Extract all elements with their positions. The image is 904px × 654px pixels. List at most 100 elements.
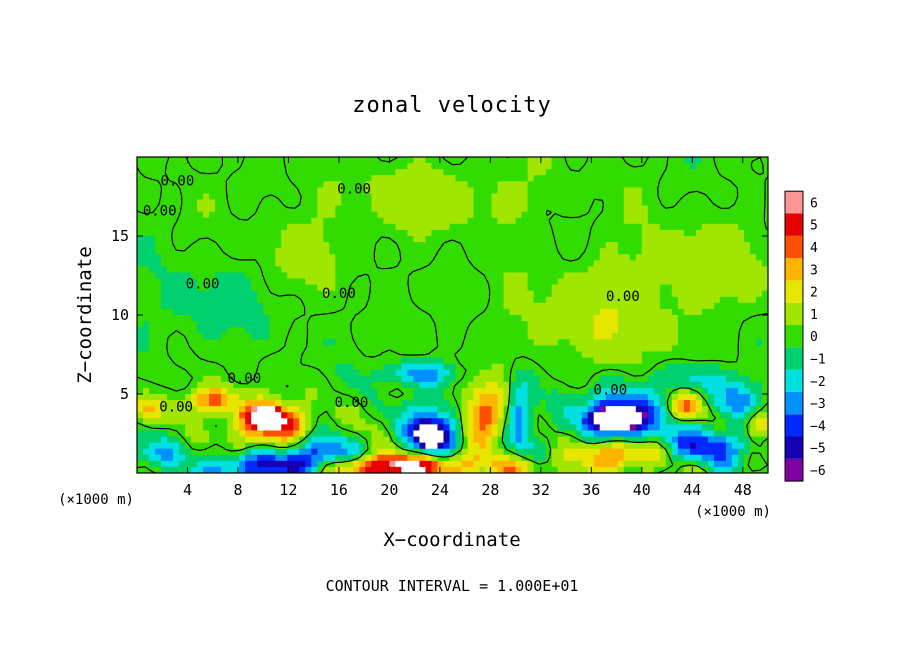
- heatmap-cell: [359, 284, 366, 292]
- heatmap-cell: [653, 248, 661, 255]
- heatmap-cell: [647, 163, 655, 170]
- heatmap-cell: [305, 321, 312, 328]
- heatmap-cell: [491, 424, 499, 432]
- heatmap-cell: [191, 266, 198, 274]
- heatmap-cell: [761, 236, 768, 243]
- heatmap-cell: [443, 436, 451, 444]
- heatmap-cell: [149, 375, 156, 383]
- heatmap-cell: [227, 272, 234, 280]
- heatmap-cell: [395, 430, 403, 438]
- heatmap-cell: [647, 357, 655, 365]
- heatmap-cell: [539, 296, 547, 304]
- heatmap-cell: [143, 278, 150, 286]
- heatmap-cell: [671, 406, 679, 413]
- heatmap-cell: [287, 333, 294, 340]
- heatmap-cell: [227, 242, 234, 249]
- heatmap-cell: [575, 351, 583, 359]
- heatmap-cell: [401, 223, 409, 231]
- heatmap-cell: [149, 321, 156, 328]
- heatmap-cell: [515, 302, 523, 310]
- heatmap-cell: [347, 308, 354, 316]
- heatmap-cell: [221, 242, 228, 249]
- heatmap-cell: [551, 339, 559, 346]
- heatmap-cell: [245, 217, 252, 225]
- heatmap-cell: [653, 163, 661, 170]
- heatmap-cell: [359, 315, 366, 322]
- heatmap-cell: [539, 254, 547, 261]
- heatmap-cell: [359, 296, 366, 304]
- heatmap-cell: [275, 296, 282, 304]
- heatmap-cell: [185, 217, 192, 225]
- heatmap-cell: [725, 278, 733, 286]
- heatmap-cell: [191, 351, 198, 359]
- heatmap-cell: [287, 345, 294, 353]
- heatmap-cell: [569, 211, 577, 219]
- heatmap-cell: [155, 406, 162, 413]
- heatmap-cell: [587, 181, 595, 188]
- heatmap-cell: [683, 175, 691, 182]
- heatmap-cell: [389, 163, 397, 170]
- heatmap-cell: [713, 211, 721, 219]
- heatmap-cell: [443, 351, 451, 359]
- heatmap-cell: [395, 406, 403, 413]
- heatmap-cell: [653, 193, 661, 201]
- heatmap-cell: [623, 236, 631, 243]
- heatmap-cell: [587, 236, 595, 243]
- heatmap-cell: [287, 193, 294, 201]
- heatmap-cell: [329, 248, 336, 255]
- heatmap-cell: [521, 163, 529, 170]
- heatmap-cell: [503, 278, 511, 286]
- heatmap-cell: [197, 327, 204, 334]
- heatmap-cell: [761, 381, 768, 389]
- heatmap-cell: [719, 169, 727, 176]
- heatmap-cell: [317, 175, 324, 182]
- heatmap-cell: [215, 278, 222, 286]
- heatmap-cell: [467, 339, 475, 346]
- heatmap-cell: [317, 381, 324, 389]
- heatmap-cell: [515, 217, 523, 225]
- heatmap-cell: [671, 266, 679, 274]
- heatmap-cell: [413, 272, 421, 280]
- heatmap-cell: [347, 199, 354, 207]
- heatmap-cell: [413, 333, 421, 340]
- heatmap-cell: [419, 357, 427, 365]
- heatmap-cell: [263, 284, 270, 292]
- heatmap-cell: [635, 181, 643, 188]
- heatmap-cell: [491, 333, 499, 340]
- heatmap-cell: [533, 308, 541, 316]
- heatmap-cell: [467, 236, 475, 243]
- heatmap-cell: [461, 242, 469, 249]
- heatmap-cell: [545, 175, 553, 182]
- heatmap-cell: [473, 163, 481, 170]
- heatmap-cell: [329, 321, 336, 328]
- heatmap-cell: [749, 223, 757, 231]
- heatmap-cell: [587, 199, 595, 207]
- heatmap-cell: [143, 266, 150, 274]
- heatmap-cell: [341, 375, 348, 383]
- heatmap-cell: [569, 272, 577, 280]
- heatmap-cell: [383, 351, 390, 359]
- heatmap-cell: [227, 327, 234, 334]
- heatmap-cell: [641, 321, 649, 328]
- heatmap-cell: [209, 363, 216, 371]
- heatmap-cell: [731, 217, 739, 225]
- heatmap-cell: [593, 248, 601, 255]
- heatmap-cell: [569, 381, 577, 389]
- heatmap-cell: [749, 163, 757, 170]
- heatmap-cell: [761, 418, 768, 425]
- heatmap-cell: [629, 260, 637, 267]
- heatmap-cell: [149, 394, 156, 401]
- heatmap-cell: [521, 169, 529, 176]
- heatmap-cell: [407, 339, 415, 346]
- heatmap-cell: [203, 302, 210, 310]
- heatmap-cell: [455, 315, 463, 322]
- heatmap-cell: [743, 278, 751, 286]
- heatmap-cell: [491, 193, 499, 201]
- heatmap-cell: [641, 333, 649, 340]
- heatmap-cell: [647, 181, 655, 188]
- heatmap-cell: [191, 308, 198, 316]
- heatmap-cell: [695, 418, 703, 425]
- heatmap-cell: [491, 357, 499, 365]
- heatmap-cell: [707, 181, 715, 188]
- heatmap-cell: [749, 436, 757, 444]
